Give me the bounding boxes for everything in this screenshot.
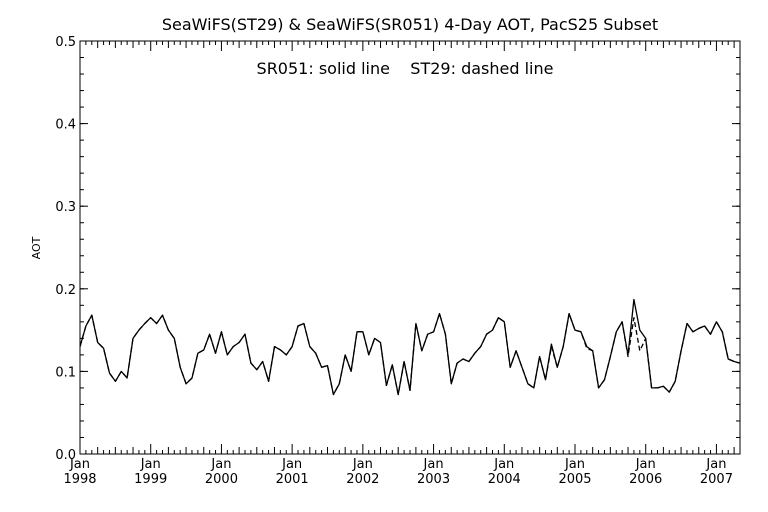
x-tick-year-label: 2002 xyxy=(346,472,379,487)
y-tick-label: 0.0 xyxy=(55,448,76,463)
x-tick-month-label: Jan xyxy=(635,457,656,472)
x-tick-month-label: Jan xyxy=(493,457,514,472)
y-tick-label: 0.4 xyxy=(55,118,76,133)
x-tick-year-label: 2004 xyxy=(488,472,521,487)
x-tick-month-label: Jan xyxy=(705,457,726,472)
y-tick-label: 0.3 xyxy=(55,200,76,215)
x-tick-month-label: Jan xyxy=(281,457,302,472)
x-tick-month-label: Jan xyxy=(352,457,373,472)
y-tick-label: 0.1 xyxy=(55,365,76,380)
x-tick-month-label: Jan xyxy=(210,457,231,472)
x-tick-year-label: 2000 xyxy=(205,472,238,487)
x-tick-month-label: Jan xyxy=(423,457,444,472)
y-tick-label: 0.2 xyxy=(55,283,76,298)
x-tick-year-label: 2003 xyxy=(417,472,450,487)
x-tick-year-label: 2001 xyxy=(276,472,309,487)
x-tick-month-label: Jan xyxy=(564,457,585,472)
x-tick-month-label: Jan xyxy=(69,457,90,472)
x-tick-year-label: 1999 xyxy=(134,472,167,487)
plot-frame xyxy=(79,40,741,455)
x-tick-year-label: 2006 xyxy=(629,472,662,487)
x-tick-month-label: Jan xyxy=(140,457,161,472)
chart-title: SeaWiFS(ST29) & SeaWiFS(SR051) 4-Day AOT… xyxy=(162,15,658,34)
x-tick-year-label: 2007 xyxy=(700,472,733,487)
x-tick-year-label: 2005 xyxy=(558,472,591,487)
series-legend-annotation: SR051: solid line ST29: dashed line xyxy=(257,59,554,78)
x-tick-year-label: 1998 xyxy=(63,472,96,487)
y-tick-label: 0.5 xyxy=(55,35,76,50)
series-line-st29 xyxy=(79,312,741,396)
data-series xyxy=(79,298,741,396)
y-tick-labels: 0.0 0.1 0.2 0.3 0.4 0.5 xyxy=(55,35,76,463)
axis-ticks xyxy=(79,40,741,455)
x-tick-labels: Jan1998Jan1999Jan2000Jan2001Jan2002Jan20… xyxy=(63,457,733,487)
y-axis-label: AOT xyxy=(30,236,43,259)
